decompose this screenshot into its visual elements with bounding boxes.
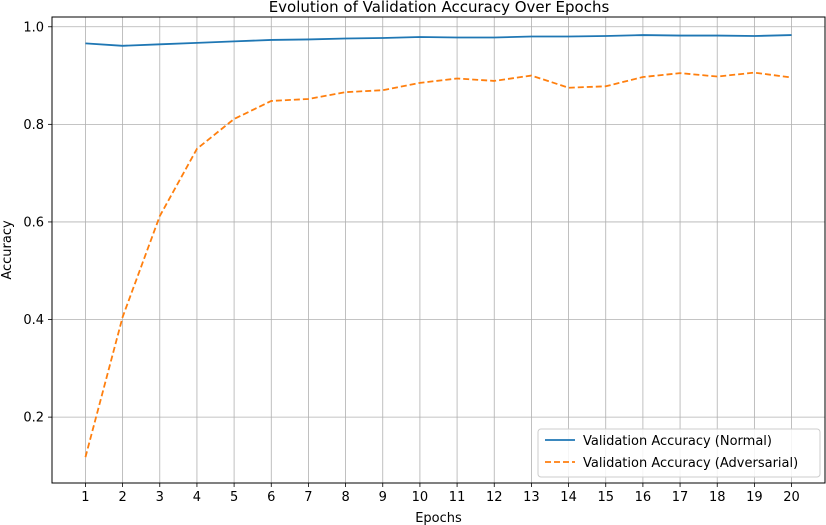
x-tick-label: 3 — [156, 490, 164, 505]
x-tick-label: 19 — [746, 490, 763, 505]
x-tick-label: 7 — [304, 490, 312, 505]
x-tick-label: 15 — [597, 490, 614, 505]
series-lines — [84, 34, 792, 458]
x-tick-label: 20 — [783, 490, 800, 505]
chart-title: Evolution of Validation Accuracy Over Ep… — [269, 0, 610, 16]
x-tick-label: 14 — [560, 490, 577, 505]
plot-frame — [51, 16, 826, 484]
x-tick-label: 8 — [341, 490, 349, 505]
x-tick-label: 13 — [523, 490, 540, 505]
x-tick-label: 9 — [379, 490, 387, 505]
x-tick-label: 18 — [709, 490, 726, 505]
x-tick-label: 2 — [118, 490, 126, 505]
x-axis: 1 2 3 4 5 6 7 8 9 10 11 12 13 14 15 16 17 18 19 20 — [81, 483, 800, 505]
y-tick-label: 0.6 — [23, 215, 44, 230]
x-axis-label: Epochs — [415, 511, 462, 525]
x-tick-label: 12 — [486, 490, 503, 505]
series-line-normal — [85, 34, 792, 47]
series-line-adversarial — [84, 71, 792, 458]
y-tick-label: 0.2 — [23, 411, 44, 426]
grid-lines — [52, 17, 825, 483]
x-tick-label: 5 — [230, 490, 238, 505]
legend-label-adversarial: Validation Accuracy (Adversarial) — [583, 456, 798, 471]
y-axis-label: Accuracy — [0, 220, 15, 280]
x-tick-label: 4 — [193, 490, 201, 505]
y-tick-label: 1.0 — [23, 20, 44, 35]
x-tick-label: 16 — [635, 490, 652, 505]
x-tick-label: 17 — [672, 490, 689, 505]
legend-box — [537, 428, 821, 478]
x-tick-label: 11 — [449, 490, 466, 505]
plot-area — [52, 17, 825, 483]
y-axis: 0.2 0.4 0.6 0.8 1.0 — [23, 20, 52, 426]
legend: Validation Accuracy (Normal) Validation … — [537, 428, 821, 478]
x-tick-label: 6 — [267, 490, 275, 505]
legend-label-normal: Validation Accuracy (Normal) — [583, 434, 772, 449]
x-tick-label: 10 — [412, 490, 429, 505]
y-tick-label: 0.8 — [23, 118, 44, 133]
y-tick-label: 0.4 — [23, 313, 44, 328]
x-tick-label: 1 — [81, 490, 89, 505]
